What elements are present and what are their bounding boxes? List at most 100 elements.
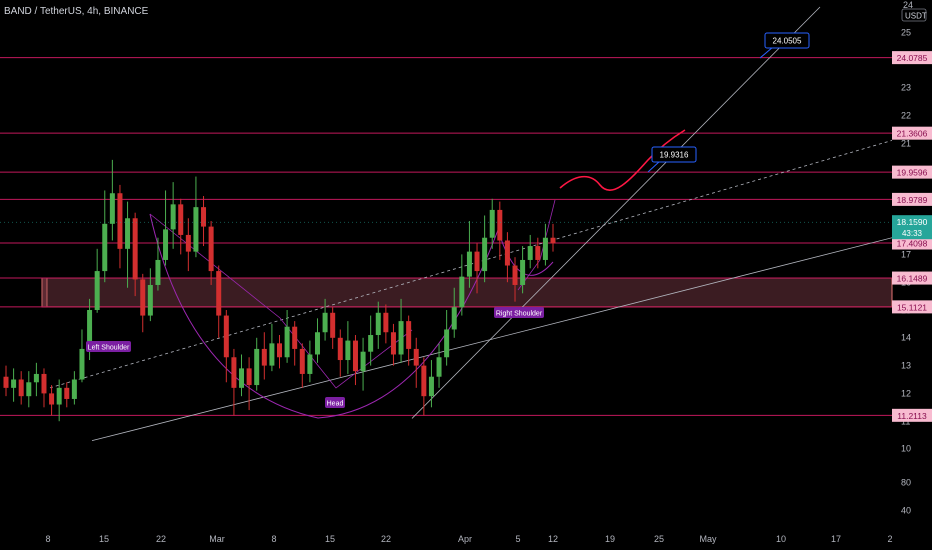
candle-body[interactable] <box>459 276 465 308</box>
candle-body[interactable] <box>527 246 533 260</box>
candle-body[interactable] <box>18 379 24 397</box>
candle-body[interactable] <box>550 237 556 244</box>
candle-body[interactable] <box>185 234 191 252</box>
candle-body[interactable] <box>102 223 108 272</box>
candle-body[interactable] <box>170 204 176 230</box>
candle-body[interactable] <box>117 193 123 249</box>
candle-body[interactable] <box>178 204 184 235</box>
candle-body[interactable] <box>11 379 17 388</box>
projected-path[interactable] <box>559 129 686 191</box>
candle-body[interactable] <box>292 326 298 349</box>
pattern-label-bg[interactable] <box>325 397 345 408</box>
x-tick-label: 15 <box>325 534 335 544</box>
rising-trendline[interactable] <box>411 6 821 419</box>
candle-body[interactable] <box>542 237 548 260</box>
candle-body[interactable] <box>147 284 153 316</box>
candle-body[interactable] <box>413 348 419 366</box>
candle-body[interactable] <box>497 209 503 241</box>
candle-body[interactable] <box>125 218 131 249</box>
candle-body[interactable] <box>368 335 374 352</box>
candle-body[interactable] <box>64 387 70 399</box>
candle-body[interactable] <box>352 340 358 372</box>
candle-body[interactable] <box>330 312 336 338</box>
candle-body[interactable] <box>428 376 434 397</box>
candle-body[interactable] <box>87 310 93 349</box>
pattern-label-bg[interactable] <box>494 307 544 318</box>
candle-body[interactable] <box>269 343 275 366</box>
pattern-connector[interactable] <box>149 213 413 389</box>
candle-body[interactable] <box>132 218 138 280</box>
candle-body[interactable] <box>375 312 381 336</box>
candle-body[interactable] <box>94 271 100 310</box>
candle-body[interactable] <box>261 348 267 366</box>
currency-badge[interactable] <box>901 8 927 22</box>
long-trendline[interactable] <box>91 237 893 442</box>
candle-body[interactable] <box>56 387 62 405</box>
level-price-badge[interactable] <box>892 236 932 250</box>
level-price-badge[interactable] <box>892 271 932 285</box>
candle-body[interactable] <box>239 368 245 388</box>
candle-body[interactable] <box>277 343 282 358</box>
candle-body[interactable] <box>322 312 328 333</box>
candle-body[interactable] <box>223 315 229 358</box>
candle-body[interactable] <box>49 393 55 405</box>
candle-body[interactable] <box>436 357 442 377</box>
candle-body[interactable] <box>314 332 320 355</box>
symbol-title[interactable]: BAND / TetherUS, 4h, BINANCE <box>4 6 149 17</box>
cup-curve[interactable] <box>149 213 499 419</box>
candle-body[interactable] <box>383 312 389 333</box>
candle-body[interactable] <box>231 357 237 388</box>
candle-body[interactable] <box>512 265 518 285</box>
candle-body[interactable] <box>201 207 207 227</box>
level-price-badge[interactable] <box>892 126 932 140</box>
candle-body[interactable] <box>193 207 199 252</box>
level-price-badge[interactable] <box>892 300 932 314</box>
candle-body[interactable] <box>299 348 305 374</box>
candle-body[interactable] <box>208 226 214 272</box>
shoulder-connector[interactable] <box>517 199 556 291</box>
pattern-label-bg[interactable] <box>86 341 131 352</box>
candle-body[interactable] <box>71 379 77 399</box>
candle-body[interactable] <box>155 259 161 285</box>
x-tick-label: 17 <box>831 534 841 544</box>
candle-body[interactable] <box>3 376 9 388</box>
level-price-badge[interactable] <box>892 192 932 206</box>
candle-body[interactable] <box>421 365 427 397</box>
candle-body[interactable] <box>41 373 47 394</box>
candle-body[interactable] <box>444 329 450 358</box>
candle-body[interactable] <box>345 340 351 361</box>
candle-body[interactable] <box>398 321 404 355</box>
level-price-badge[interactable] <box>892 51 932 65</box>
candle-body[interactable] <box>360 351 366 372</box>
candle-body[interactable] <box>406 321 412 349</box>
level-price-badge[interactable] <box>892 165 932 179</box>
candle-body[interactable] <box>337 337 343 361</box>
candle-body[interactable] <box>79 348 85 380</box>
current-price-badge[interactable] <box>892 215 932 240</box>
candle-body[interactable] <box>535 246 541 260</box>
candle-body[interactable] <box>474 251 480 272</box>
candle-body[interactable] <box>390 332 396 355</box>
candle-body[interactable] <box>466 251 472 277</box>
target-callout[interactable] <box>764 32 810 49</box>
price-zone[interactable] <box>41 277 893 308</box>
candle-body[interactable] <box>140 279 146 316</box>
candle-body[interactable] <box>109 193 115 224</box>
candle-body[interactable] <box>163 229 169 260</box>
candle-body[interactable] <box>26 382 32 397</box>
candle-body[interactable] <box>482 237 488 272</box>
target-callout[interactable] <box>651 146 697 163</box>
candle-body[interactable] <box>451 307 457 330</box>
candle-body[interactable] <box>504 240 510 266</box>
candle-body[interactable] <box>254 348 260 386</box>
candle-body[interactable] <box>246 368 252 386</box>
candle-body[interactable] <box>216 271 222 316</box>
candle-body[interactable] <box>307 354 313 374</box>
candle-body[interactable] <box>520 259 526 285</box>
candle-body[interactable] <box>489 209 495 238</box>
zone-handle[interactable] <box>41 277 48 308</box>
level-price-badge[interactable] <box>892 408 932 422</box>
candle-body[interactable] <box>33 373 39 383</box>
candle-body[interactable] <box>284 326 290 358</box>
